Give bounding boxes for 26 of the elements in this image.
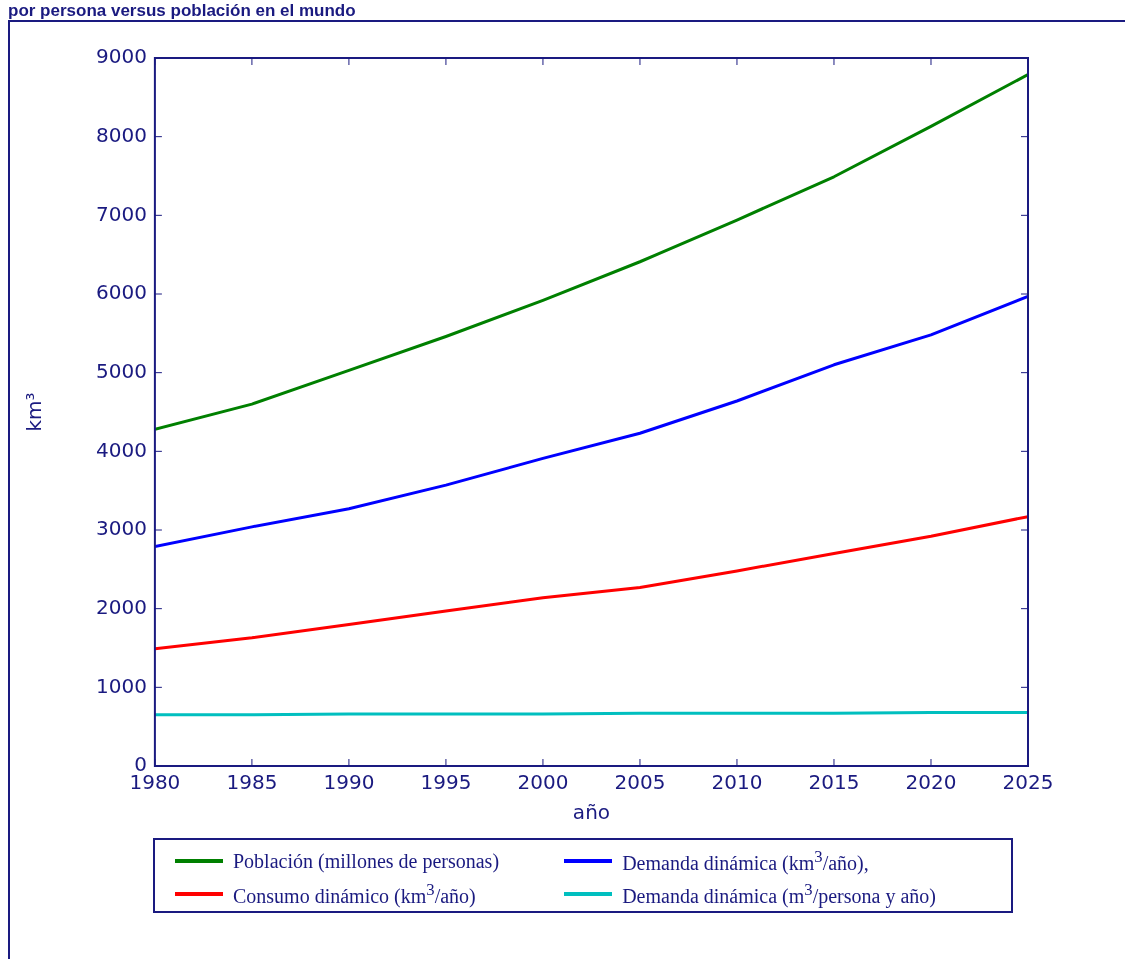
x-tick-label: 2020 (905, 770, 957, 795)
legend-label: Demanda dinámica (km$^{3}$/año), (622, 847, 869, 875)
y-tick-label: 5000 (95, 358, 147, 383)
chart-title: por persona versus población en el mundo (8, 1, 356, 21)
x-axis-title: año (572, 800, 611, 825)
y-tick-label: 8000 (95, 122, 147, 147)
x-tick-label: 1990 (323, 770, 375, 795)
y-tick-label: 3000 (95, 516, 147, 541)
x-tick-label: 1985 (226, 770, 278, 795)
legend-label: Consumo dinámico (km$^{3}$/año) (233, 879, 476, 908)
legend-label: Demanda dinámica (m$^{3}$/persona y año) (622, 879, 936, 908)
y-tick-label: 7000 (95, 201, 147, 226)
x-tick-label: 2010 (711, 770, 763, 795)
y-tick-label: 6000 (95, 280, 147, 305)
x-tick-label: 2015 (808, 770, 860, 795)
x-tick-label: 2025 (1002, 770, 1054, 795)
y-tick-label: 9000 (95, 44, 147, 69)
x-tick-label: 2005 (614, 770, 666, 795)
y-tick-label: 2000 (95, 594, 147, 619)
y-axis-title: km³ (22, 392, 47, 432)
x-tick-label: 2000 (517, 770, 569, 795)
x-tick-label: 1995 (420, 770, 472, 795)
y-tick-label: 4000 (95, 437, 147, 462)
legend-label: Población (millones de personas) (233, 849, 500, 873)
y-tick-label: 1000 (95, 673, 147, 698)
x-tick-label: 1980 (129, 770, 181, 795)
